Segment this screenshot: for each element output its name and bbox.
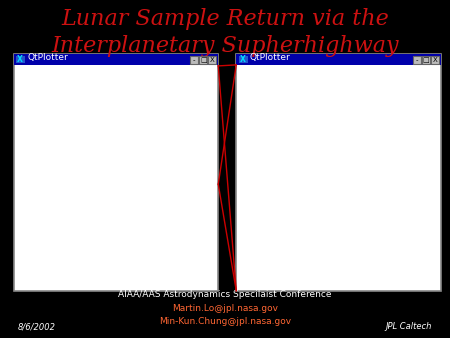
Text: X: X [240, 55, 246, 64]
Text: Earth: Earth [72, 168, 92, 176]
Text: QtPlotter: QtPlotter [250, 53, 291, 62]
Text: Min-Kun.Chung@jpl.nasa.gov: Min-Kun.Chung@jpl.nasa.gov [159, 317, 291, 326]
Text: Lander: Lander [368, 98, 395, 107]
Text: Interplanetary Supherhighway: Interplanetary Supherhighway [51, 35, 399, 57]
Text: Martin.Lo@jpl.nasa.gov: Martin.Lo@jpl.nasa.gov [172, 304, 278, 313]
Text: X: X [157, 164, 162, 172]
Text: Z: Z [117, 174, 122, 184]
Text: Moon: Moon [135, 158, 156, 167]
Text: Orbiter: Orbiter [400, 205, 428, 214]
Text: Lander
Separation: Lander Separation [334, 232, 373, 250]
Text: AIAA/AAS Astrodynamics Specilaist Conference: AIAA/AAS Astrodynamics Specilaist Confer… [118, 290, 332, 299]
Text: Moon: Moon [273, 183, 292, 188]
Text: Y: Y [135, 136, 139, 144]
Text: Z: Z [330, 183, 335, 191]
Text: EL₁: EL₁ [55, 243, 67, 252]
Text: X: X [210, 57, 215, 63]
Text: □: □ [423, 57, 429, 63]
Text: LL₂: LL₂ [403, 176, 413, 183]
Text: X: X [17, 55, 23, 64]
Text: 8/6/2002: 8/6/2002 [18, 322, 56, 331]
Text: Lander
Return: Lander Return [71, 215, 98, 235]
Text: EL₂: EL₂ [149, 103, 162, 112]
Text: LL₂ Stable
Manifold
Insertion: LL₂ Stable Manifold Insertion [245, 204, 308, 222]
Bar [129, 164, 136, 170]
Text: JPL Caltech: JPL Caltech [386, 322, 432, 331]
Text: □: □ [200, 57, 207, 63]
Text: QtPlotter: QtPlotter [27, 53, 68, 62]
Text: Y: Y [346, 145, 351, 154]
Text: X: X [433, 57, 437, 63]
Text: Lander
Return: Lander Return [245, 138, 269, 151]
Text: X: X [370, 174, 375, 184]
Text: Lunar Sample Return via the: Lunar Sample Return via the [61, 8, 389, 30]
Text: -: - [193, 57, 196, 63]
Text: -: - [416, 57, 418, 63]
